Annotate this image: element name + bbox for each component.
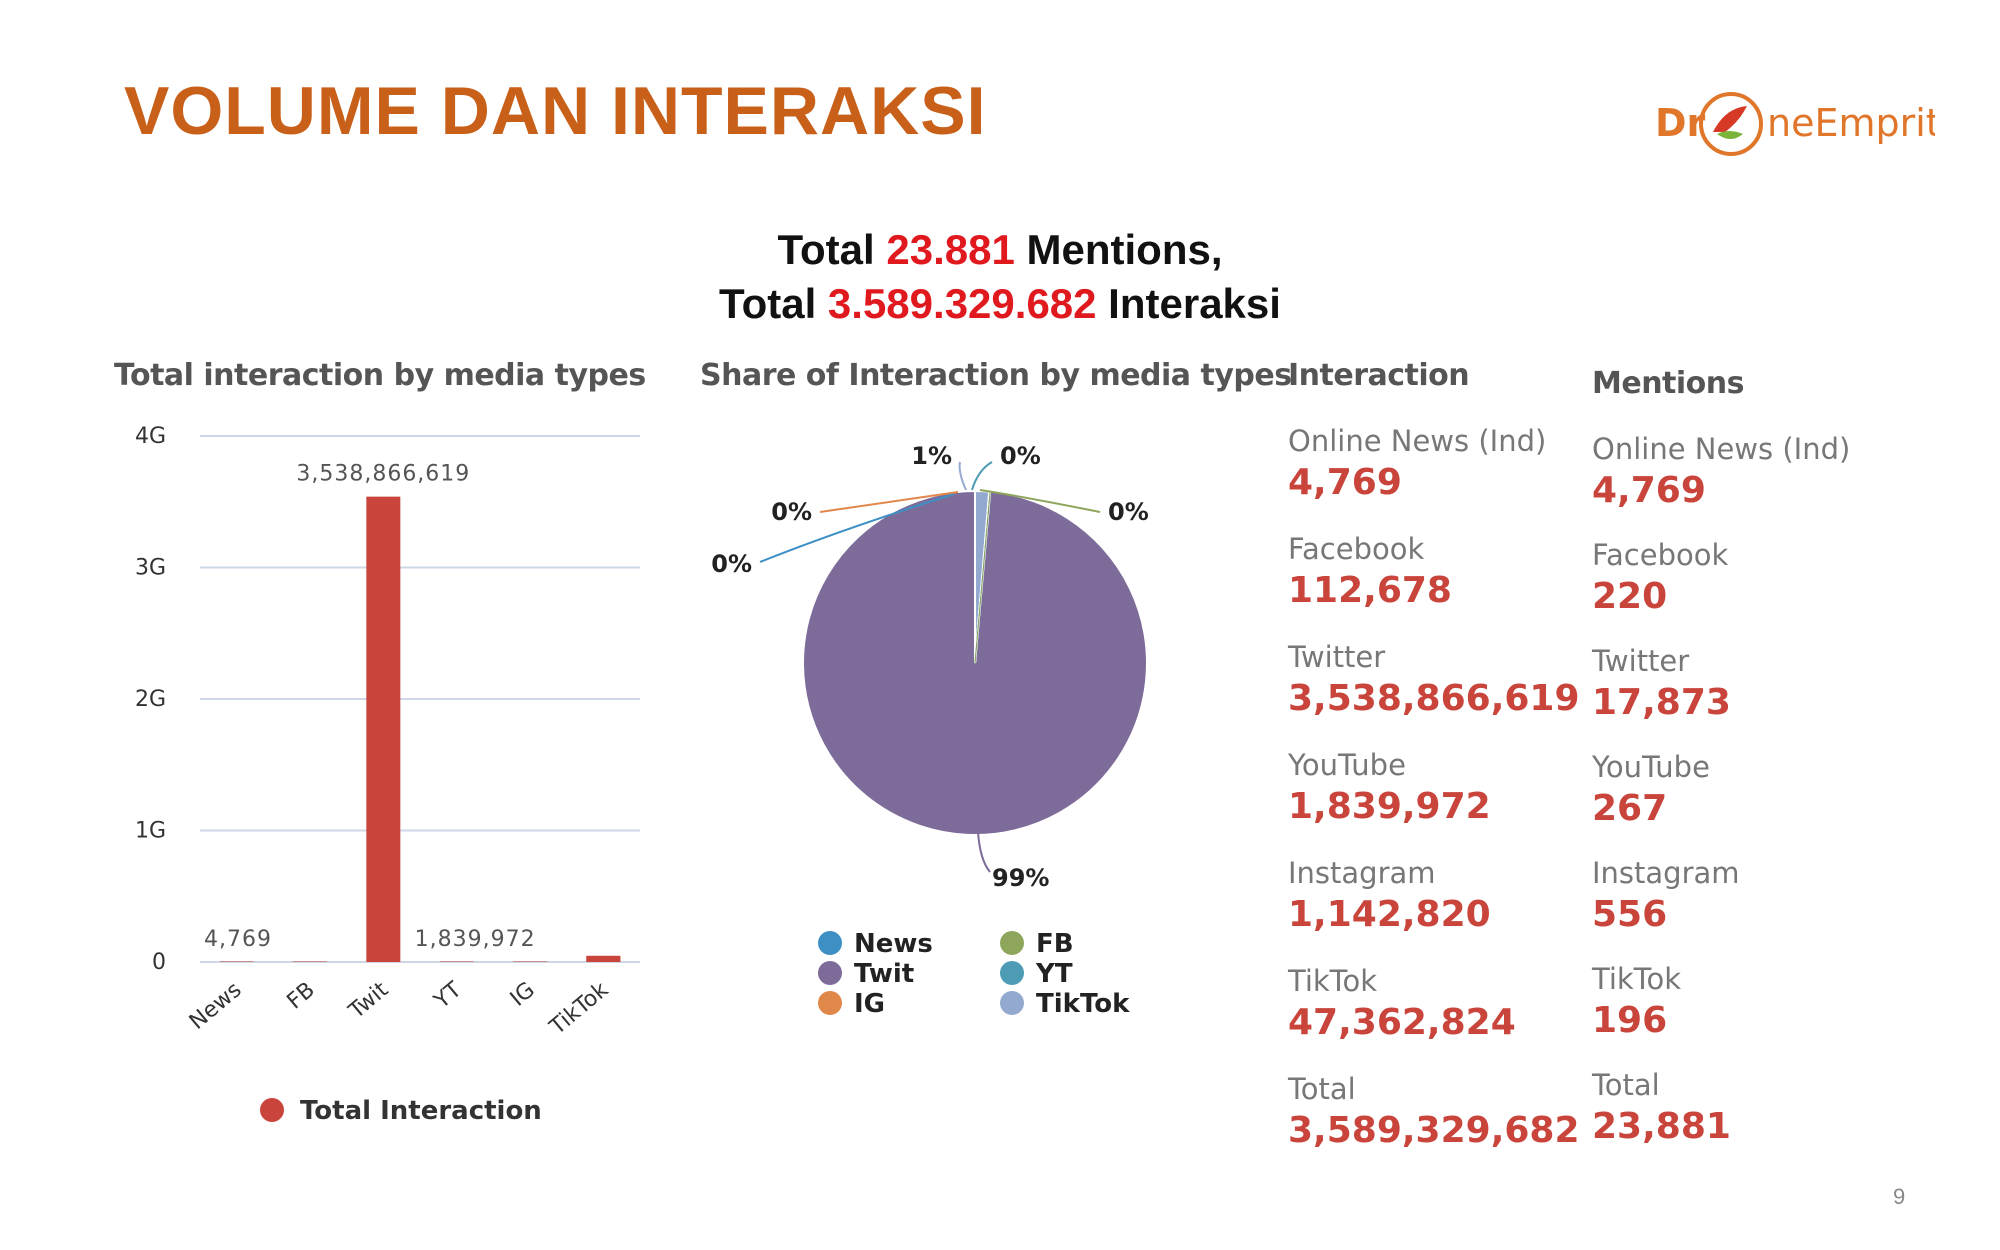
pie-slice-fb [974,491,991,664]
pie-slice-label: 0% [1000,442,1041,470]
stat-label: TikTok [1288,964,1377,998]
stat-label: TikTok [1592,962,1681,996]
drone-emprit-logo: Dr neEmprit [1655,88,1935,168]
stat-label: Instagram [1592,856,1740,890]
bar-x-tick-label: TikTok [545,977,614,1040]
bar-y-tick-label: 0 [152,950,166,975]
pie-leader-line [819,491,959,513]
bar-x-tick-label: YT [429,977,467,1014]
stat-label: Facebook [1288,532,1425,566]
pie-legend-marker [818,991,842,1015]
stat-label: Total [1288,1072,1356,1106]
pie-slice-label: 1% [911,442,952,470]
stat-label: Online News (Ind) [1592,432,1851,466]
stat-value: 220 [1592,576,1668,617]
stat-value: 23,881 [1592,1106,1731,1147]
logo-text-right: neEmprit [1767,101,1935,145]
bar-legend-marker [260,1098,284,1122]
mentions-col-title: Mentions [1592,366,1745,401]
pie-leader-line [958,461,967,491]
bar-news [219,961,254,962]
stat-value: 3,589,329,682 [1288,1110,1580,1151]
pie-legend-label: TikTok [1036,989,1130,1019]
pie-chart: 0% 0% 99% 0% 0% 1% News FB Twit YT IG TikTok [711,442,1149,1019]
stat-value: 17,873 [1592,682,1731,723]
slide-title: VOLUME DAN INTERAKSI [124,73,987,149]
bar-y-tick-label: 4G [135,424,166,449]
stat-label: Twitter [1288,640,1386,674]
bar-ig [513,961,547,962]
bar-chart-title: Total interaction by media types [114,358,646,393]
logo-text-left: Dr [1655,101,1706,145]
bar-x-tick-label: Twit [344,977,394,1024]
pie-slice-label: 0% [711,550,752,578]
pie-legend-marker [1000,931,1024,955]
pie-legend-label: Twit [854,959,914,989]
bar-twit [366,496,401,962]
pie-legend-label: FB [1036,929,1074,959]
headline-interactions: Total 3.589.329.682 Interaksi [719,280,1281,327]
headline-interactions-value: 3.589.329.682 [827,280,1097,327]
stat-label: Online News (Ind) [1288,424,1547,458]
pie-legend-label: YT [1035,959,1073,989]
stat-label: Facebook [1592,538,1729,572]
bar-legend-label: Total Interaction [300,1096,542,1126]
pie-legend-marker [1000,991,1024,1015]
stat-label: YouTube [1592,750,1710,784]
pie-leader-line [971,461,993,491]
stat-value: 4,769 [1288,462,1402,503]
stat-value: 3,538,866,619 [1288,678,1580,719]
pie-slice-label: 0% [1108,498,1149,526]
bar-x-tick-label: News [185,977,247,1034]
headline-mentions: Total 23.881 Mentions, [777,226,1223,273]
bar-tiktok-marker [586,957,621,962]
bar-chart: 0 1G 2G 3G 4G 4,769 News FB 3,538,866,619 Twit 1,8… [135,424,640,1126]
pie-chart-title: Share of Interaction by media types [700,358,1292,393]
stat-label: YouTube [1288,748,1406,782]
bar-x-tick-label: FB [283,977,320,1014]
stat-value: 1,839,972 [1288,786,1491,827]
page-number: 9 [1893,1184,1906,1209]
bar-data-label: 3,538,866,619 [296,462,470,487]
stat-label: Twitter [1592,644,1690,678]
bar-x-tick-label: IG [506,977,540,1011]
bar-yt [439,961,474,962]
stat-value: 196 [1592,1000,1668,1041]
pie-leader-line [977,831,991,873]
pie-leader-line [759,493,955,563]
logo-graphic: Dr neEmprit [1655,92,1935,156]
pie-slice-label: 99% [992,864,1049,892]
bar-data-label: 4,769 [204,927,272,952]
stat-value: 1,142,820 [1288,894,1491,935]
pie-legend-label: IG [854,989,885,1019]
bar-fb [293,961,327,962]
pie-legend-marker [818,931,842,955]
pie-slice-label: 0% [771,498,812,526]
stat-label: Total [1592,1068,1660,1102]
logo-ring-icon [1699,92,1763,156]
stat-label: Instagram [1288,856,1436,890]
headline-mentions-value: 23.881 [886,226,1015,273]
bar-y-tick-label: 2G [135,687,166,712]
pie-legend-marker [818,961,842,985]
stat-value: 47,362,824 [1288,1002,1516,1043]
stat-value: 4,769 [1592,470,1706,511]
logo-bird-icon [1713,106,1747,132]
bar-y-tick-label: 1G [135,819,166,844]
pie-legend-marker [1000,961,1024,985]
interaction-col-title: Interaction [1288,358,1470,393]
stat-value: 112,678 [1288,570,1452,611]
pie-legend-label: News [854,929,933,959]
bar-y-tick-label: 3G [135,556,166,581]
stat-value: 267 [1592,788,1668,829]
stat-value: 556 [1592,894,1668,935]
bar-data-label: 1,839,972 [415,927,536,952]
pie-leader-line [979,489,1101,513]
